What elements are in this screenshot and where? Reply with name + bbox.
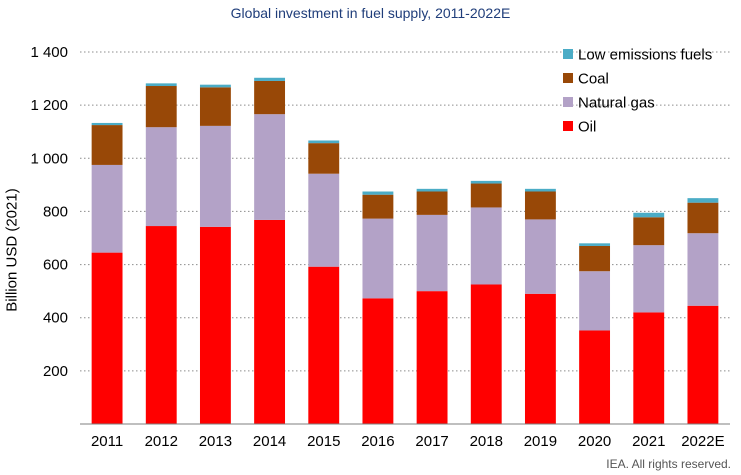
x-tick-label: 2013 — [199, 433, 232, 450]
legend-label: Low emissions fuels — [578, 47, 712, 64]
legend-label: Natural gas — [578, 95, 655, 112]
x-tick-label: 2011 — [91, 433, 123, 450]
x-tick-label: 2017 — [415, 433, 448, 450]
legend-swatch — [563, 121, 573, 131]
legend-swatch — [563, 97, 573, 107]
bar-natural-gas — [687, 233, 719, 306]
x-tick-label: 2021 — [632, 433, 665, 450]
bar-natural-gas — [362, 218, 394, 299]
bar-low-emissions-fuels — [579, 243, 611, 246]
bar-oil — [91, 252, 123, 424]
bar-coal — [254, 80, 286, 115]
bar-natural-gas — [416, 214, 448, 292]
bar-low-emissions-fuels — [687, 198, 719, 203]
bar-low-emissions-fuels — [254, 77, 286, 81]
x-tick-label: 2012 — [145, 433, 178, 450]
y-tick-label: 1 000 — [30, 150, 68, 167]
legend-label: Oil — [578, 119, 596, 136]
y-tick-label: 600 — [43, 257, 68, 274]
bar-low-emissions-fuels — [524, 188, 556, 192]
copyright-footer: IEA. All rights reserved. — [606, 457, 731, 471]
y-tick-label: 1 400 — [30, 44, 68, 61]
x-tick-label: 2022E — [681, 433, 724, 450]
bar-low-emissions-fuels — [416, 188, 448, 192]
chart-title: Global investment in fuel supply, 2011-2… — [230, 5, 511, 21]
bar-natural-gas — [633, 245, 665, 313]
bar-low-emissions-fuels — [308, 140, 340, 144]
bar-natural-gas — [91, 164, 123, 253]
legend-swatch — [563, 73, 573, 83]
bar-low-emissions-fuels — [633, 212, 665, 218]
bar-oil — [254, 219, 286, 424]
bar-coal — [91, 125, 123, 165]
bar-natural-gas — [199, 125, 231, 227]
bar-low-emissions-fuels — [362, 191, 394, 195]
bar-oil — [633, 312, 665, 424]
bar-oil — [579, 330, 611, 424]
bar-coal — [687, 202, 719, 234]
bar-natural-gas — [254, 114, 286, 220]
bar-coal — [470, 183, 502, 208]
y-tick-label: 400 — [43, 310, 68, 327]
bar-oil — [145, 226, 177, 424]
bar-oil — [416, 291, 448, 424]
bar-natural-gas — [524, 219, 556, 294]
bar-low-emissions-fuels — [145, 83, 177, 87]
x-tick-label: 2014 — [253, 433, 286, 450]
bar-low-emissions-fuels — [91, 122, 123, 126]
x-tick-label: 2016 — [361, 433, 394, 450]
bar-coal — [579, 245, 611, 272]
x-tick-label: 2015 — [307, 433, 340, 450]
legend-swatch — [563, 49, 573, 59]
bar-coal — [633, 217, 665, 246]
y-tick-label: 800 — [43, 203, 68, 220]
legend-label: Coal — [578, 71, 609, 88]
bar-oil — [362, 298, 394, 424]
bar-low-emissions-fuels — [470, 180, 502, 184]
bar-natural-gas — [470, 207, 502, 285]
x-tick-label: 2020 — [578, 433, 611, 450]
y-tick-label: 200 — [43, 363, 68, 380]
bar-oil — [687, 305, 719, 424]
bar-oil — [199, 226, 231, 424]
bar-coal — [145, 86, 177, 128]
x-tick-label: 2018 — [470, 433, 503, 450]
bar-coal — [416, 191, 448, 215]
bar-coal — [308, 143, 340, 174]
bar-oil — [524, 293, 556, 424]
bar-natural-gas — [579, 271, 611, 331]
bar-coal — [524, 191, 556, 220]
bar-natural-gas — [145, 127, 177, 227]
bar-low-emissions-fuels — [199, 84, 231, 88]
bar-coal — [362, 194, 394, 219]
bar-oil — [308, 266, 340, 424]
y-tick-label: 1 200 — [30, 97, 68, 114]
bar-oil — [470, 284, 502, 424]
bar-natural-gas — [308, 173, 340, 267]
x-tick-label: 2019 — [524, 433, 557, 450]
bar-coal — [199, 87, 231, 126]
